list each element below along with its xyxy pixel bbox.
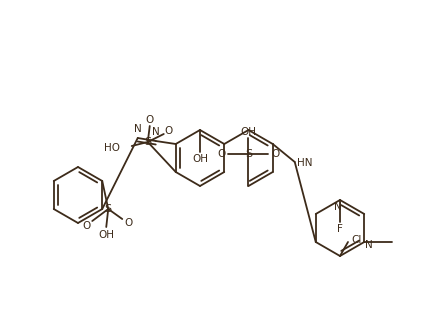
Text: N: N: [152, 127, 160, 137]
Text: O: O: [124, 218, 133, 228]
Text: S: S: [105, 204, 112, 214]
Text: OH: OH: [98, 230, 114, 240]
Text: N: N: [134, 124, 142, 134]
Text: HO: HO: [104, 143, 120, 153]
Text: O: O: [82, 221, 90, 231]
Text: OH: OH: [192, 154, 208, 164]
Text: O: O: [217, 149, 226, 159]
Text: F: F: [337, 224, 343, 234]
Text: OH: OH: [241, 127, 257, 137]
Text: S: S: [245, 149, 252, 159]
Text: HN: HN: [297, 158, 313, 168]
Text: Cl: Cl: [352, 235, 362, 245]
Text: S: S: [144, 137, 151, 147]
Text: N: N: [365, 240, 373, 250]
Text: O: O: [146, 115, 154, 125]
Text: O: O: [165, 126, 173, 136]
Text: N: N: [334, 202, 342, 212]
Text: O: O: [271, 149, 280, 159]
